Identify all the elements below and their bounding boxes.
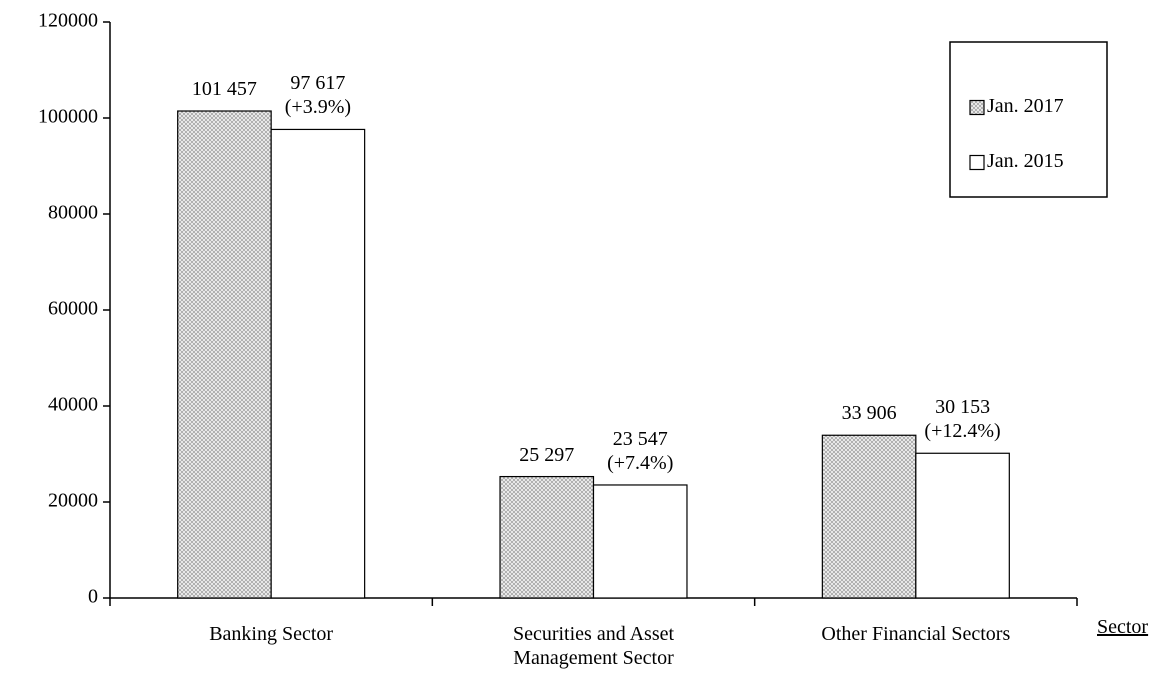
bar [177,110,272,599]
y-tick-label: 80000 [48,202,98,224]
data-label: 30 153 (+12.4%) [924,396,1001,443]
data-label: 25 297 [519,443,575,466]
y-tick-label: 100000 [38,106,98,128]
legend-swatch [969,99,985,116]
x-axis-label: Sector [1097,616,1149,638]
bar [499,475,595,599]
y-tick-label: 20000 [48,490,98,512]
x-tick-label: Banking Sector [209,623,334,645]
x-tick-label: Securities and Asset Management Sector [512,623,675,669]
y-tick-label: 0 [88,586,98,608]
y-tick-label: 40000 [48,394,98,416]
y-tick-label: 120000 [38,10,98,32]
legend-label: Jan. 2015 [987,150,1064,172]
bar [592,484,688,599]
data-label: 23 547 (+7.4%) [607,427,674,474]
bar [270,128,366,599]
data-label: 101 457 [191,78,257,101]
bar [821,434,917,599]
legend-box [949,41,1108,198]
y-tick-label: 60000 [48,298,98,320]
legend-label: Jan. 2017 [987,95,1064,117]
legend-swatch [969,154,985,171]
bar [915,452,1010,599]
data-label: 33 906 [841,402,897,425]
x-tick-label: Other Financial Sectors [821,623,1011,645]
data-label: 97 617 (+3.9%) [284,72,352,119]
